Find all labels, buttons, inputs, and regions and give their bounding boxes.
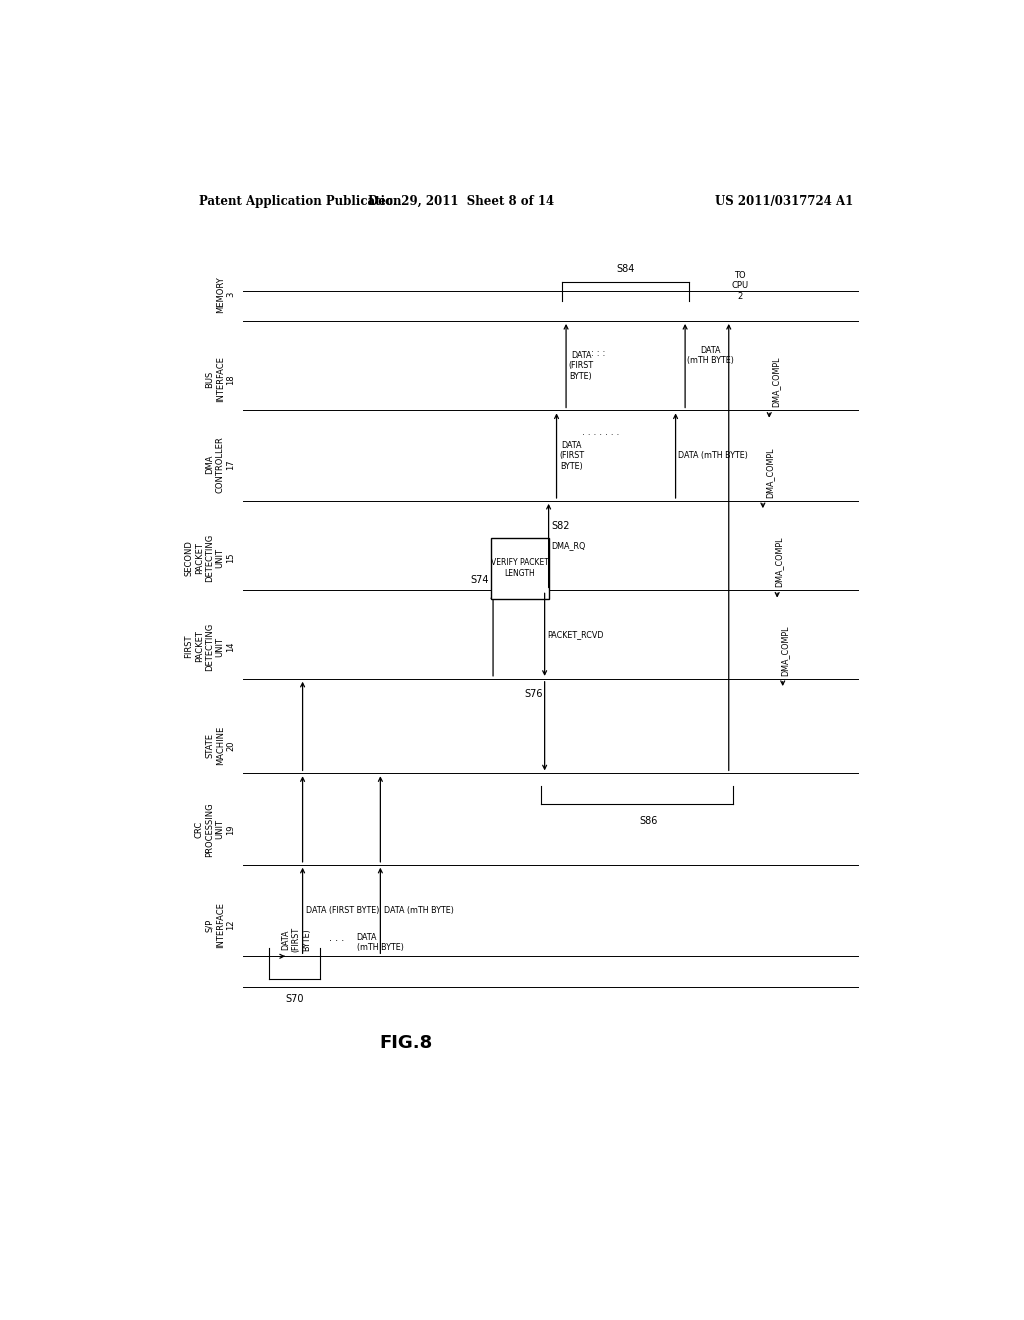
Text: DATA (FIRST BYTE): DATA (FIRST BYTE)	[306, 906, 379, 915]
Text: S86: S86	[639, 816, 657, 826]
Text: SECOND
PACKET
DETECTING
UNIT
15: SECOND PACKET DETECTING UNIT 15	[184, 535, 236, 582]
Text: DMA
CONTROLLER
17: DMA CONTROLLER 17	[206, 436, 236, 492]
Text: MEMORY
3: MEMORY 3	[216, 276, 236, 313]
Text: DMA_COMPL: DMA_COMPL	[775, 537, 783, 587]
Text: DATA
(FIRST
BYTE): DATA (FIRST BYTE)	[282, 927, 311, 952]
Text: STATE
MACHINE
20: STATE MACHINE 20	[206, 726, 236, 766]
Text: TO
CPU
2: TO CPU 2	[731, 271, 749, 301]
Text: VERIFY PACKET
LENGTH: VERIFY PACKET LENGTH	[492, 558, 549, 578]
Text: · · ·: · · ·	[329, 936, 344, 946]
Text: S70: S70	[286, 994, 304, 1005]
Text: DATA
(FIRST
BYTE): DATA (FIRST BYTE)	[559, 441, 584, 471]
Text: Patent Application Publication: Patent Application Publication	[200, 194, 402, 207]
Text: DATA (mTH BYTE): DATA (mTH BYTE)	[678, 451, 748, 461]
Bar	[492, 537, 549, 598]
Text: DATA
(mTH BYTE): DATA (mTH BYTE)	[356, 933, 403, 952]
Text: FIRST
PACKET
DETECTING
UNIT
14: FIRST PACKET DETECTING UNIT 14	[184, 623, 236, 671]
Text: DMA_COMPL: DMA_COMPL	[780, 626, 790, 676]
Text: FIG.8: FIG.8	[379, 1034, 432, 1052]
Text: S76: S76	[524, 689, 543, 700]
Text: DMA_COMPL: DMA_COMPL	[772, 356, 780, 408]
Text: : : :: : : :	[591, 348, 605, 358]
Text: DATA (mTH BYTE): DATA (mTH BYTE)	[384, 906, 454, 915]
Text: S84: S84	[616, 264, 635, 275]
Text: S82: S82	[551, 521, 569, 532]
Text: S/P
INTERFACE
12: S/P INTERFACE 12	[206, 903, 236, 948]
Text: BUS
INTERFACE
18: BUS INTERFACE 18	[206, 356, 236, 403]
Text: Dec. 29, 2011  Sheet 8 of 14: Dec. 29, 2011 Sheet 8 of 14	[369, 194, 554, 207]
Text: PACKET_RCVD: PACKET_RCVD	[547, 630, 603, 639]
Text: · · · · · · ·: · · · · · · ·	[582, 430, 618, 440]
Text: DATA
(mTH BYTE): DATA (mTH BYTE)	[687, 346, 734, 366]
Text: DMA_RQ: DMA_RQ	[551, 541, 586, 550]
Text: DATA
(FIRST
BYTE): DATA (FIRST BYTE)	[568, 351, 594, 380]
Text: S74: S74	[471, 576, 489, 585]
Text: DMA_COMPL: DMA_COMPL	[765, 447, 774, 498]
Text: CRC
PROCESSING
UNIT
19: CRC PROCESSING UNIT 19	[195, 803, 236, 857]
Text: US 2011/0317724 A1: US 2011/0317724 A1	[715, 194, 854, 207]
